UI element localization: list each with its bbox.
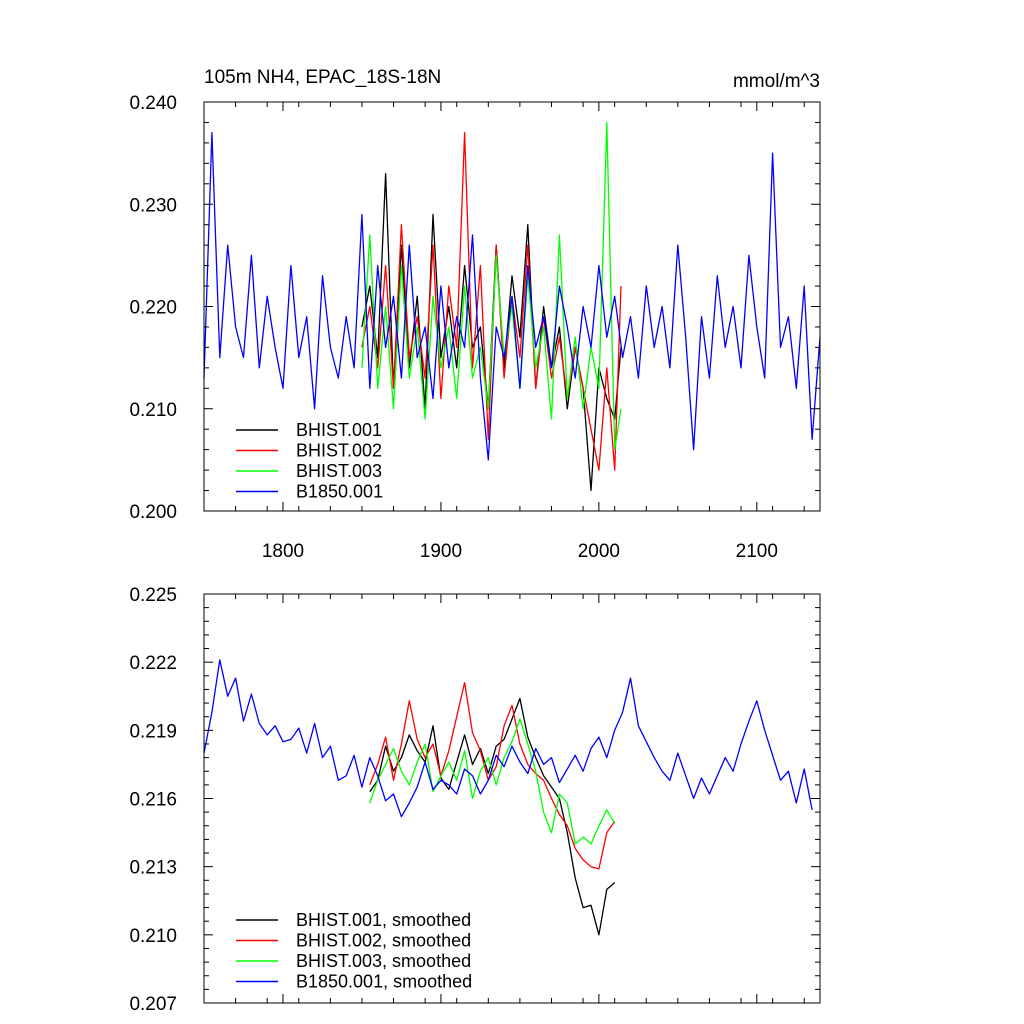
bottom-plot-series: [203, 659, 813, 936]
legend-label-1: BHIST.001, smoothed: [296, 910, 471, 930]
legend-label-4: B1850.001, smoothed: [296, 972, 472, 992]
y-tick-label: 0.222: [129, 653, 177, 674]
y-tick-label: 0.210: [129, 400, 177, 421]
y-tick-label: 0.220: [129, 298, 177, 319]
top-plot-axes: 0.200 0.210 0.220 0.230 0.240 1800 1900 2000 210…: [129, 93, 821, 562]
series-line-4: [203, 659, 813, 818]
bottom-plot-axes: 0.207 0.210 0.213 0.216 0.219 0.222 0.225: [129, 585, 821, 1015]
y-tick-label: 0.216: [129, 790, 177, 811]
legend-label-2: BHIST.002, smoothed: [296, 931, 471, 951]
y-tick-label: 0.230: [129, 195, 177, 216]
legend-label-1: BHIST.001: [296, 420, 382, 440]
x-tick-label: 1900: [420, 541, 462, 562]
top-plot-series: [203, 121, 821, 492]
y-tick-label: 0.207: [129, 994, 177, 1015]
top-chart-title: 105m NH4, EPAC_18S-18N: [204, 67, 441, 88]
y-tick-label: 0.213: [129, 858, 177, 879]
bottom-panel: 0.207 0.210 0.213 0.216 0.219 0.222 0.225 BHIS…: [129, 585, 821, 1015]
series-line-3: [369, 718, 616, 845]
legend-label-3: BHIST.003, smoothed: [296, 951, 471, 971]
legend-label-2: BHIST.002: [296, 441, 382, 461]
x-tick-label: 1800: [262, 541, 304, 562]
legend-label-3: BHIST.003: [296, 461, 382, 481]
series-line-1: [361, 172, 622, 492]
legend-label-4: B1850.001: [296, 482, 383, 502]
x-tick-label: 2100: [736, 541, 778, 562]
y-tick-label: 0.225: [129, 585, 177, 606]
y-tick-label: 0.210: [129, 926, 177, 947]
top-panel: 105m NH4, EPAC_18S-18N mmol/m^3 0.2000.2…: [129, 67, 821, 562]
y-tick-label: 0.200: [129, 502, 177, 523]
series-line-2: [361, 132, 622, 471]
y-tick-label: 0.240: [129, 93, 177, 114]
y-tick-label: 0.219: [129, 721, 177, 742]
series-line-1: [369, 697, 616, 936]
x-tick-label: 2000: [578, 541, 620, 562]
top-chart-units: mmol/m^3: [733, 71, 820, 92]
series-line-4: [203, 132, 821, 461]
